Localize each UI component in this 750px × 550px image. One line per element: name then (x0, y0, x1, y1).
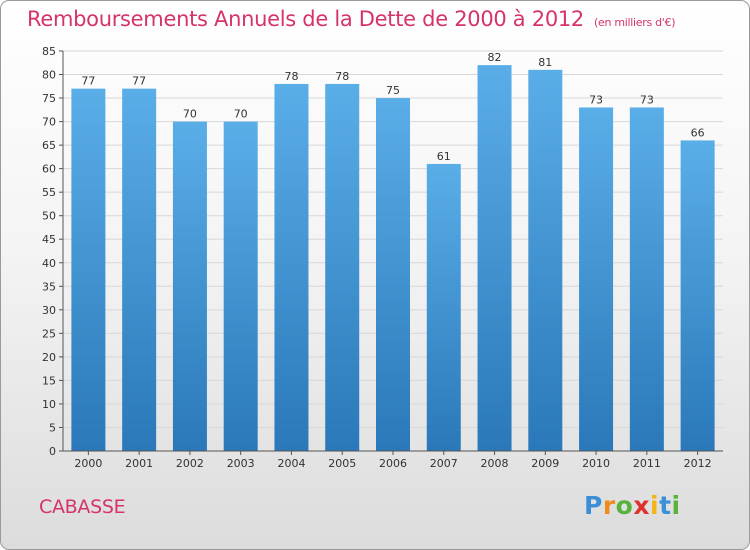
bar-value-label: 82 (488, 51, 502, 64)
bar-value-label: 61 (437, 150, 451, 163)
bar (172, 121, 207, 452)
bar (629, 107, 664, 452)
chart-unit-note: (en milliers d'€) (594, 16, 676, 29)
logo-letter: i (650, 491, 660, 520)
bar (680, 140, 715, 452)
y-tick-label: 5 (49, 421, 56, 434)
bar (528, 69, 563, 451)
bar-value-label: 77 (81, 75, 95, 88)
y-tick-label: 10 (42, 398, 56, 411)
y-tick-label: 50 (42, 210, 56, 223)
bar (477, 65, 512, 451)
commune-name: CABASSE (39, 496, 126, 518)
x-tick-label: 2002 (176, 457, 204, 470)
x-tick-label: 2004 (277, 457, 305, 470)
y-tick-label: 15 (42, 374, 56, 387)
y-tick-label: 60 (42, 163, 56, 176)
x-tick-label: 2009 (531, 457, 559, 470)
logo-letter: i (671, 491, 681, 520)
x-tick-label: 2012 (684, 457, 712, 470)
bar-value-label: 77 (132, 75, 146, 88)
bar (426, 163, 461, 452)
logo-letter: o (615, 491, 634, 520)
bar (376, 98, 410, 451)
bar-value-label: 75 (386, 84, 400, 97)
y-tick-label: 25 (42, 327, 56, 340)
x-tick-label: 2006 (379, 457, 407, 470)
bar (122, 88, 157, 451)
bar (325, 83, 360, 452)
x-tick-label: 2000 (74, 457, 102, 470)
y-tick-label: 75 (42, 92, 56, 105)
logo-letter: r (602, 491, 616, 520)
x-tick-label: 2010 (582, 457, 610, 470)
x-tick-label: 2005 (328, 457, 356, 470)
bar-value-label: 70 (234, 108, 248, 121)
y-tick-label: 20 (42, 351, 56, 364)
logo-letter: t (659, 491, 672, 520)
chart-title-text: Remboursements Annuels de la Dette de 20… (27, 7, 584, 31)
bar-value-label: 78 (284, 70, 298, 83)
y-tick-label: 45 (42, 233, 56, 246)
bar (223, 121, 258, 452)
bar-value-label: 66 (691, 126, 705, 139)
bar (274, 83, 309, 452)
bar (71, 88, 106, 451)
bar-value-label: 78 (335, 70, 349, 83)
axis-layer: 0 5 10 15 20 25 30 35 40 45 50 55 60 65 70 75 80 85 2000 20… (42, 45, 723, 470)
bar-value-label: 70 (183, 108, 197, 121)
logo-letter: x (633, 491, 650, 520)
bar-layer: 77 77 70 70 78 78 75 61 82 81 73 73 66 (71, 51, 715, 452)
x-tick-label: 2003 (227, 457, 255, 470)
y-tick-label: 40 (42, 257, 56, 270)
x-tick-label: 2001 (125, 457, 153, 470)
y-tick-label: 85 (42, 45, 56, 58)
y-tick-label: 55 (42, 186, 56, 199)
y-tick-label: 35 (42, 280, 56, 293)
y-tick-label: 30 (42, 304, 56, 317)
bar-value-label: 73 (589, 93, 603, 106)
x-tick-label: 2011 (633, 457, 661, 470)
proxiti-logo: Proxiti (584, 491, 681, 520)
y-tick-label: 70 (42, 116, 56, 129)
logo-letter: P (584, 491, 603, 520)
bar-value-label: 81 (538, 56, 552, 69)
x-tick-label: 2008 (481, 457, 509, 470)
bar-value-label: 73 (640, 93, 654, 106)
chart-title: Remboursements Annuels de la Dette de 20… (27, 7, 675, 31)
y-tick-label: 65 (42, 139, 56, 152)
y-tick-label: 80 (42, 69, 56, 82)
y-tick-label: 0 (49, 445, 56, 458)
bar (579, 107, 614, 452)
x-tick-label: 2007 (430, 457, 458, 470)
